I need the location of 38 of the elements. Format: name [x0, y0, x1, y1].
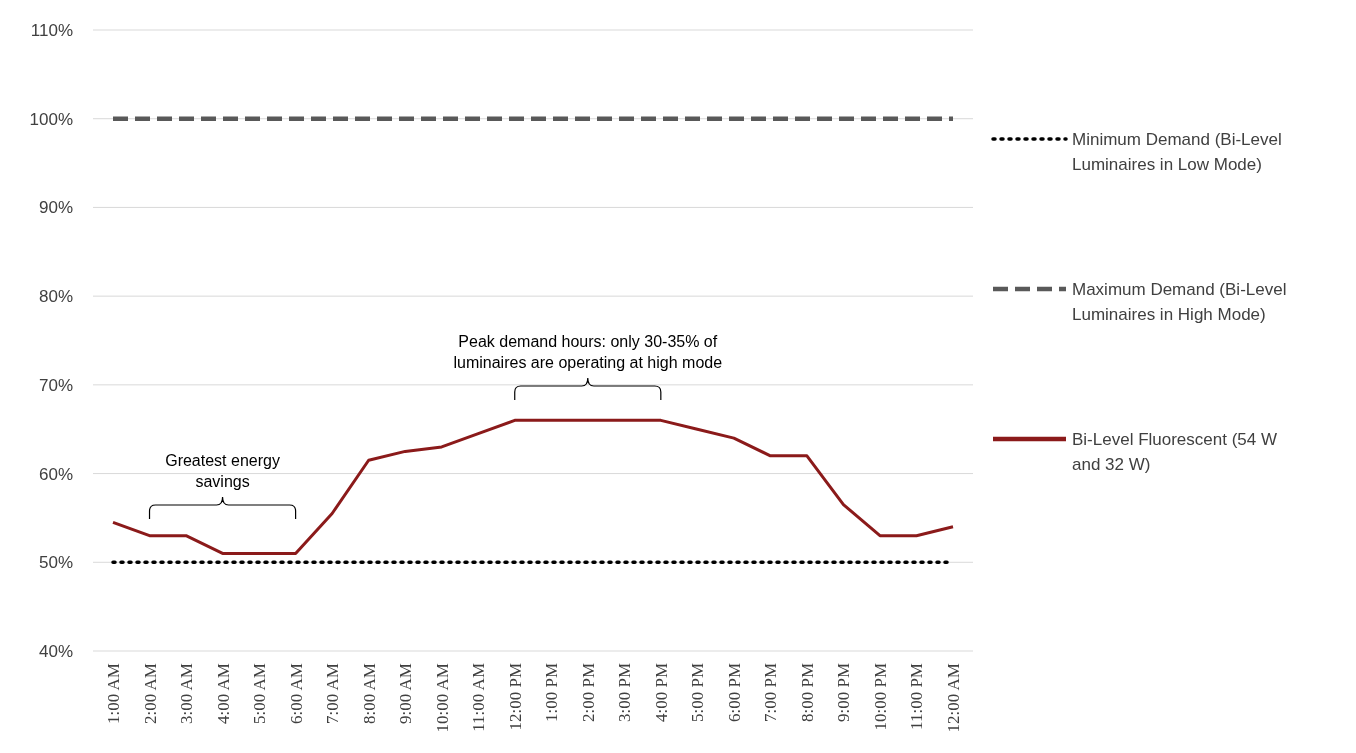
x-tick-label: 3:00 PM: [615, 663, 635, 723]
x-tick-label: 10:00 PM: [870, 663, 890, 731]
x-tick-label: 11:00 PM: [907, 663, 927, 730]
x-tick-label: 3:00 AM: [177, 663, 197, 724]
y-tick-label: 70%: [38, 375, 73, 395]
x-tick-label: 10:00 AM: [432, 663, 452, 733]
x-tick-label: 7:00 PM: [761, 663, 781, 723]
legend-label: Minimum Demand (Bi-Level Luminaires in Low Mode): [1072, 129, 1282, 174]
x-tick-label: 1:00 AM: [104, 663, 123, 724]
x-tick-label: 1:00 PM: [542, 663, 562, 723]
x-tick-label: 2:00 PM: [578, 663, 598, 723]
x-tick-label: 2:00 AM: [140, 663, 160, 724]
x-tick-label: 8:00 AM: [359, 663, 379, 724]
x-tick-label: 8:00 PM: [797, 663, 817, 723]
legend-label: Bi-Level Fluorescent (54 W and 32 W): [1072, 429, 1278, 474]
x-tick-label: 9:00 PM: [834, 663, 854, 723]
y-tick-label: 110%: [30, 20, 73, 40]
line-series: [111, 418, 955, 555]
annotation: Peak demand hours: only 30-35% of luminaires are operating at high mode: [453, 333, 723, 371]
x-tick-label: 12:00 AM: [944, 663, 963, 733]
x-tick-label: 7:00 AM: [323, 663, 343, 724]
x-tick-label: 6:00 AM: [286, 663, 306, 724]
x-tick-label: 5:00 PM: [688, 663, 708, 723]
x-tick-label: 11:00 AM: [469, 663, 489, 732]
x-tick-label: 9:00 AM: [396, 663, 416, 724]
x-tick-label: 6:00 PM: [724, 663, 744, 723]
x-tick-label: 4:00 AM: [213, 663, 233, 724]
annotation: Greatest energy savings: [165, 452, 280, 490]
x-tick-label: 5:00 AM: [250, 663, 270, 724]
x-tick-label: 12:00 PM: [505, 663, 525, 731]
y-tick-label: 100%: [29, 109, 73, 129]
y-tick-label: 60%: [38, 464, 73, 484]
legend-label: Maximum Demand (Bi-Level Luminaires in High Mode): [1072, 279, 1287, 324]
y-tick-label: 50%: [38, 553, 73, 573]
y-tick-label: 80%: [38, 287, 73, 307]
y-tick-label: 90%: [38, 198, 73, 218]
x-tick-label: 4:00 PM: [651, 663, 671, 723]
y-tick-label: 40%: [38, 641, 73, 661]
